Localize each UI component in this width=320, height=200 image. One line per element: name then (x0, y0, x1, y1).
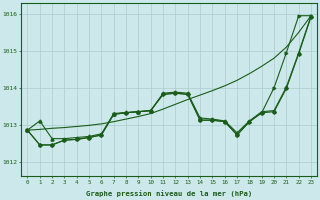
X-axis label: Graphe pression niveau de la mer (hPa): Graphe pression niveau de la mer (hPa) (86, 190, 252, 197)
